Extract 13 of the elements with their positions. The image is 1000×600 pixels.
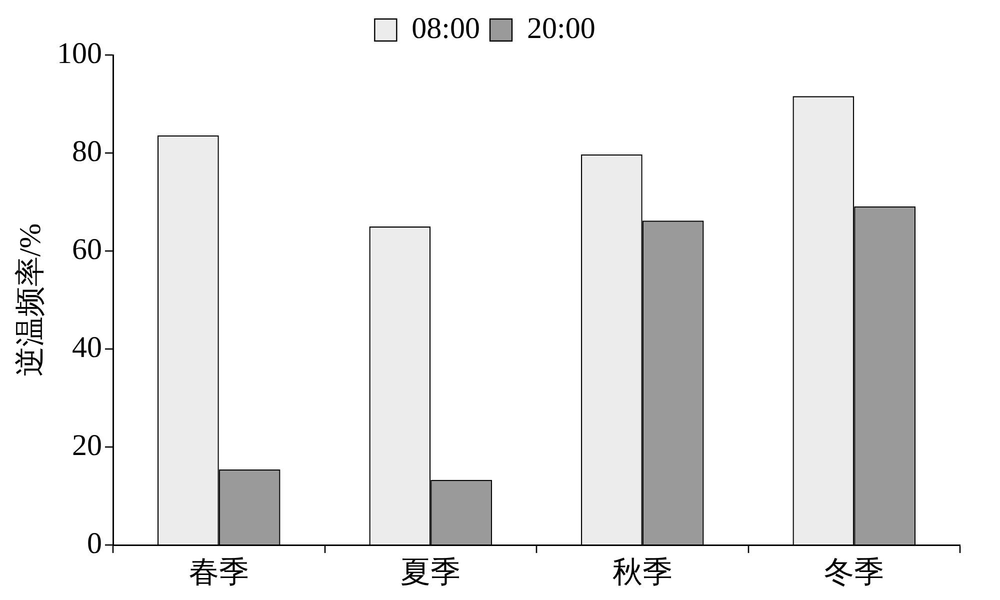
y-tick-label: 100 (57, 36, 102, 70)
legend-label: 08:00 (412, 12, 480, 45)
y-tick-label: 60 (72, 232, 102, 266)
x-tick-label: 春季 (188, 556, 249, 589)
x-tick-label: 冬季 (824, 556, 884, 589)
y-tick-label: 0 (87, 526, 102, 560)
y-axis-title: 逆温频率/% (14, 223, 47, 377)
x-tick-label: 夏季 (400, 556, 461, 589)
y-tick-label: 40 (72, 330, 102, 364)
y-tick-label: 20 (72, 428, 102, 462)
x-tick-label: 秋季 (612, 556, 672, 589)
legend-label: 20:00 (527, 12, 596, 45)
y-tick-label: 80 (72, 134, 102, 168)
